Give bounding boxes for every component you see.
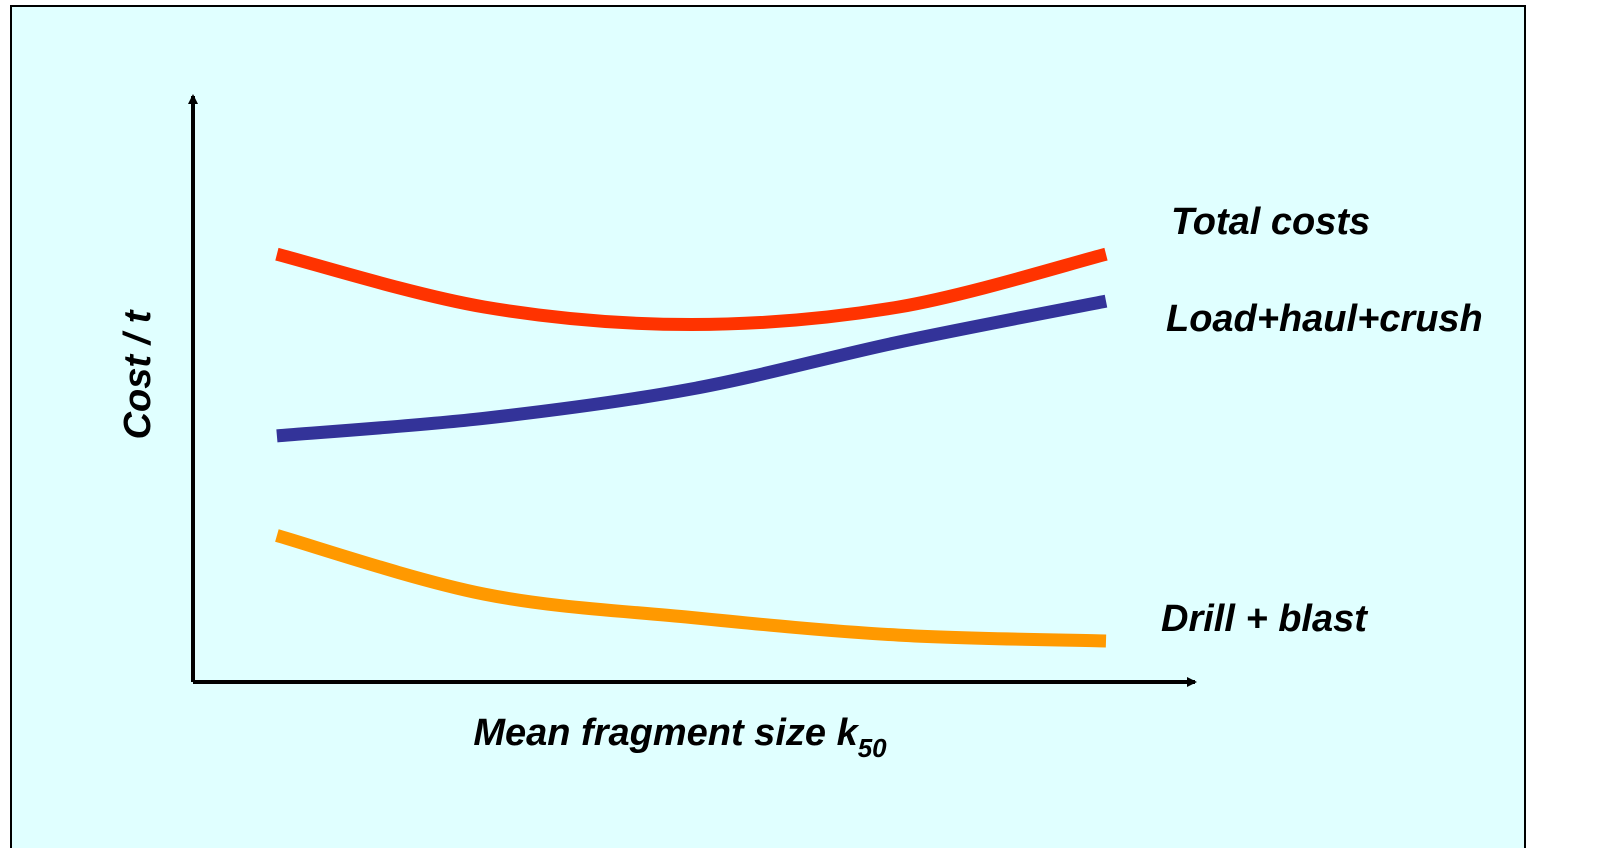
series-line-2 bbox=[276, 294, 1108, 443]
x-axis-label-subscript: 50 bbox=[858, 733, 887, 763]
series-layer: Total costs Load+haul+crush Drill + blast bbox=[275, 201, 1483, 648]
x-axis-label-main: Mean fragment size k bbox=[473, 712, 859, 754]
series-line-3 bbox=[275, 529, 1107, 648]
x-axis-label: Mean fragment size k50 bbox=[473, 712, 887, 763]
plot-frame bbox=[10, 5, 1526, 848]
y-axis-label: Cost / t bbox=[117, 309, 159, 439]
series-label-1: Total costs bbox=[1171, 201, 1370, 243]
series-label-3: Drill + blast bbox=[1161, 598, 1368, 640]
series-line-1 bbox=[275, 247, 1108, 332]
series-label-2: Load+haul+crush bbox=[1166, 298, 1483, 340]
